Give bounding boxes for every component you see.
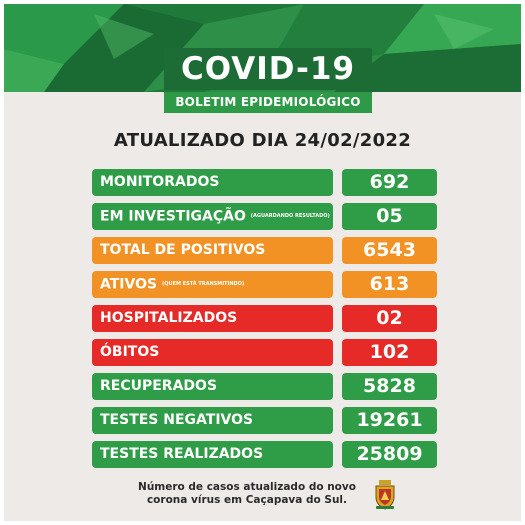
stat-label: MONITORADOS bbox=[92, 169, 333, 196]
stat-row-testes-realizados: TESTES REALIZADOS 25809 bbox=[92, 441, 437, 468]
stat-row-recuperados: RECUPERADOS 5828 bbox=[92, 373, 437, 400]
stat-value: 05 bbox=[342, 203, 437, 230]
stat-value: 692 bbox=[342, 169, 437, 196]
stat-row-obitos: ÓBITOS 102 bbox=[92, 339, 437, 366]
stat-label: TESTES NEGATIVOS bbox=[92, 407, 333, 434]
stat-label: EM INVESTIGAÇÃO (AGUARDANDO RESULTADO) bbox=[92, 203, 333, 230]
stat-value: 02 bbox=[342, 305, 437, 332]
stat-row-em-investigacao: EM INVESTIGAÇÃO (AGUARDANDO RESULTADO) 0… bbox=[92, 203, 437, 230]
stat-row-testes-negativos: TESTES NEGATIVOS 19261 bbox=[92, 407, 437, 434]
stat-note: (QUEM ESTÁ TRANSMITINDO) bbox=[161, 281, 245, 287]
stat-value: 6543 bbox=[342, 237, 437, 264]
stat-label: ATIVOS (QUEM ESTÁ TRANSMITINDO) bbox=[92, 271, 333, 298]
footer-line-1: Número de casos atualizado do novo bbox=[138, 481, 356, 493]
stat-value: 25809 bbox=[342, 441, 437, 468]
stat-row-total-de-positivos: TOTAL DE POSITIVOS 6543 bbox=[92, 237, 437, 264]
stat-value: 613 bbox=[342, 271, 437, 298]
stat-value: 5828 bbox=[342, 373, 437, 400]
stat-label: TESTES REALIZADOS bbox=[92, 441, 333, 468]
stat-label: HOSPITALIZADOS bbox=[92, 305, 333, 332]
footer-note: Número de casos atualizado do novo coron… bbox=[122, 481, 372, 507]
stat-value: 102 bbox=[342, 339, 437, 366]
municipal-crest-icon bbox=[375, 480, 395, 510]
stat-row-hospitalizados: HOSPITALIZADOS 02 bbox=[92, 305, 437, 332]
title-block: COVID-19 BOLETIM EPIDEMIOLÓGICO bbox=[164, 48, 372, 113]
bulletin-subtitle: BOLETIM EPIDEMIOLÓGICO bbox=[164, 92, 372, 113]
covid-title: COVID-19 bbox=[164, 48, 372, 90]
stat-label: TOTAL DE POSITIVOS bbox=[92, 237, 333, 264]
stat-row-monitorados: MONITORADOS 692 bbox=[92, 169, 437, 196]
updated-date: ATUALIZADO DIA 24/02/2022 bbox=[113, 130, 412, 151]
bulletin-card: COVID-19 BOLETIM EPIDEMIOLÓGICO ATUALIZA… bbox=[4, 4, 521, 521]
stat-label: RECUPERADOS bbox=[92, 373, 333, 400]
stat-note: (AGUARDANDO RESULTADO) bbox=[250, 213, 330, 219]
stat-row-ativos: ATIVOS (QUEM ESTÁ TRANSMITINDO) 613 bbox=[92, 271, 437, 298]
footer-line-2: corona vírus em Caçapava do Sul. bbox=[146, 494, 348, 506]
stat-value: 19261 bbox=[342, 407, 437, 434]
stats-list: MONITORADOS 692 EM INVESTIGAÇÃO (AGUARDA… bbox=[92, 169, 437, 475]
stat-label: ÓBITOS bbox=[92, 339, 333, 366]
